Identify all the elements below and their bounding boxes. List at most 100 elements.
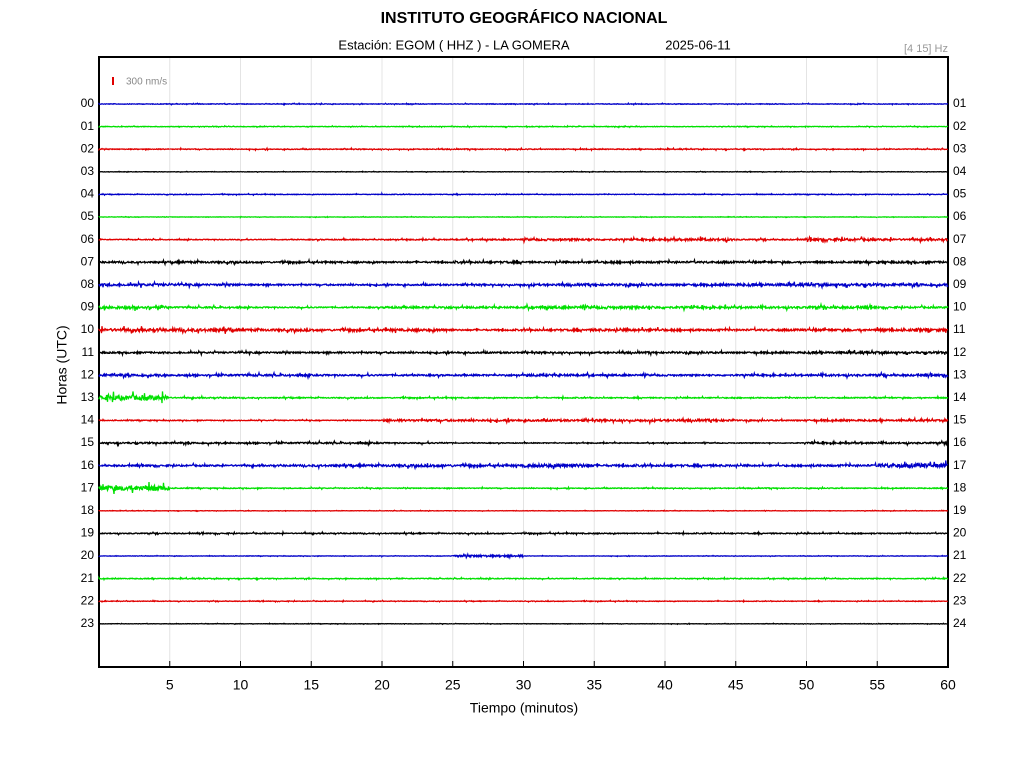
row-label: 23 (81, 616, 95, 630)
trace-segment (805, 599, 878, 604)
trace-segment (452, 485, 524, 490)
scale-label: 300 nm/s (126, 77, 167, 88)
trace-segment (239, 418, 312, 423)
row-label-right: 05 (953, 187, 967, 201)
trace-segment (239, 622, 312, 625)
trace-segment (169, 371, 241, 380)
trace-segment (805, 326, 878, 334)
trace-segment (452, 124, 524, 129)
trace-segment (735, 576, 807, 581)
trace-segment (876, 281, 949, 290)
trace-segment (735, 441, 807, 446)
trace-segment (876, 530, 949, 535)
row-label: 06 (81, 232, 95, 246)
row-label-right: 09 (953, 277, 967, 291)
trace-segment (876, 554, 949, 558)
trace-segment (522, 325, 595, 334)
trace-segment (239, 170, 312, 174)
trace-segment (805, 258, 878, 267)
trace-segment (169, 530, 241, 537)
row-label: 22 (81, 593, 95, 607)
trace-segment (522, 302, 595, 313)
trace-segment (310, 146, 383, 152)
row-label: 01 (81, 119, 95, 133)
x-tick-label: 35 (586, 677, 602, 693)
trace-segment (522, 554, 595, 558)
trace-segment (664, 170, 736, 174)
trace-segment (805, 281, 878, 290)
trace-segment (239, 237, 312, 242)
trace-segment (522, 102, 595, 106)
trace-segment (805, 554, 878, 558)
row-label-right: 04 (953, 164, 967, 178)
trace-segment (593, 170, 665, 173)
trace-segment (452, 302, 524, 311)
trace-segment (593, 394, 665, 401)
trace-segment (805, 234, 878, 244)
trace-segment (310, 215, 382, 219)
trace-segment (310, 259, 383, 266)
trace-segment (452, 257, 524, 266)
trace-segment (593, 530, 665, 536)
trace-segment (735, 349, 807, 357)
x-tick-label: 30 (516, 677, 532, 693)
trace-segment (169, 622, 241, 626)
trace-segment (381, 170, 453, 174)
trace-segment (98, 554, 170, 557)
trace-segment (452, 509, 524, 513)
row-label: 09 (81, 300, 95, 314)
trace-segment (876, 370, 949, 380)
trace-segment (310, 461, 383, 471)
trace-segment (381, 554, 453, 559)
trace-segment (452, 599, 524, 604)
x-tick-label: 50 (799, 677, 815, 693)
trace-segment (876, 509, 948, 513)
trace-segment (593, 576, 666, 581)
trace-segment (876, 622, 948, 626)
trace-segment (310, 418, 382, 423)
trace-segment (239, 102, 312, 106)
trace-segment (169, 124, 241, 129)
trace-segment (522, 485, 595, 491)
trace-segment (310, 170, 382, 174)
trace-segment (310, 304, 383, 311)
trace-segment (522, 509, 595, 513)
trace-segment (664, 146, 736, 152)
trace-segment (169, 485, 241, 491)
trace-segment (169, 461, 241, 469)
trace-segment (664, 486, 736, 491)
trace-segment (593, 417, 666, 426)
trace-segment (522, 622, 595, 625)
trace-segment (876, 326, 949, 334)
trace-segment (239, 395, 312, 401)
trace-segment (98, 418, 170, 423)
trace-segment (239, 554, 312, 558)
trace-segment (805, 147, 877, 152)
trace-segment (593, 371, 665, 380)
trace-segment (239, 257, 312, 266)
trace-segment (381, 147, 453, 152)
trace-segment (98, 349, 171, 358)
trace-segment (735, 124, 807, 129)
trace-segment (98, 124, 171, 129)
trace-segment (735, 303, 807, 313)
trace-segment (452, 146, 524, 152)
trace-segment (522, 576, 595, 581)
trace-segment (381, 439, 453, 447)
trace-segment (735, 530, 807, 537)
trace-segment (876, 124, 949, 129)
trace-segment (876, 102, 949, 106)
trace-segment (805, 416, 878, 425)
trace-segment (664, 235, 736, 243)
trace-segment (381, 486, 453, 491)
trace-segment (239, 599, 312, 604)
row-label-right: 01 (953, 96, 967, 110)
trace-segment (381, 509, 453, 513)
y-axis-label: Horas (UTC) (54, 325, 70, 404)
trace-segment (805, 370, 878, 381)
row-label: 21 (81, 571, 95, 585)
row-label: 20 (81, 548, 95, 562)
trace-segment (310, 577, 383, 582)
trace-segment (876, 576, 949, 581)
